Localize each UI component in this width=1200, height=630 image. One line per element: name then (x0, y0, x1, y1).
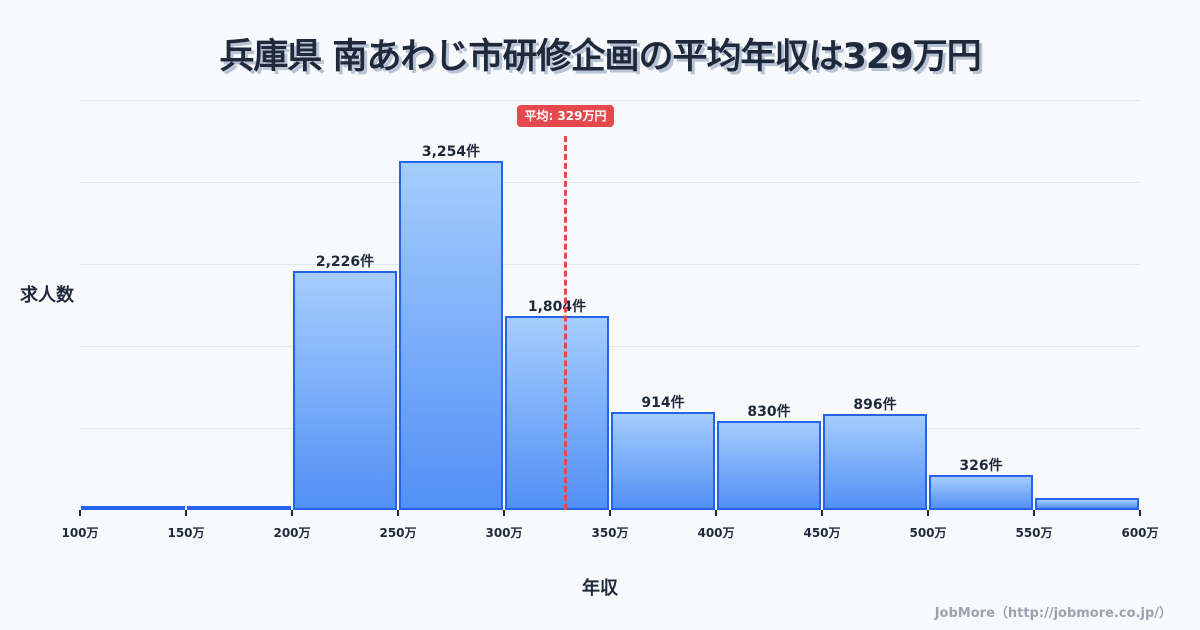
x-tick-label: 550万 (1015, 526, 1053, 540)
bar-value-label: 2,226件 (315, 254, 375, 271)
x-tick-label: 350万 (591, 526, 629, 540)
bar-value-label: 326件 (959, 458, 1003, 474)
histogram-bar (505, 316, 609, 510)
x-tick-mark (185, 510, 187, 516)
x-tick-label: 200万 (273, 526, 311, 540)
gridline (80, 182, 1140, 183)
histogram-bar (823, 413, 927, 510)
histogram-bar (293, 271, 397, 510)
gridline (80, 264, 1140, 265)
bar-value-label: 914件 (641, 394, 685, 411)
x-tick-mark (927, 510, 929, 516)
x-tick-label: 450万 (803, 526, 841, 540)
histogram-bar (187, 505, 291, 510)
x-tick-mark (609, 510, 611, 516)
x-tick-mark (503, 510, 505, 516)
x-tick-mark (79, 510, 81, 516)
x-tick-label: 500万 (909, 526, 947, 540)
gridline (80, 346, 1140, 347)
gridline (80, 100, 1140, 101)
plot-area (79, 100, 1141, 516)
mean-line (564, 136, 568, 510)
mean-badge: 平均: 329万円 (517, 105, 614, 127)
histogram-bar (611, 411, 715, 510)
x-tick-label: 100万 (61, 526, 99, 540)
x-tick-mark (291, 510, 293, 516)
x-tick-mark (715, 510, 717, 516)
histogram-bar (1035, 498, 1139, 510)
x-tick-label: 250万 (379, 526, 417, 540)
x-tick-mark (1033, 510, 1035, 516)
histogram-bar (717, 420, 821, 510)
bar-value-label: 830件 (747, 403, 791, 420)
bar-value-label: 3,254件 (421, 143, 481, 160)
x-tick-label: 600万 (1121, 526, 1159, 540)
chart-title: 兵庫県 南あわじ市研修企画の平均年収は329万円 (219, 37, 981, 77)
x-tick-mark (397, 510, 399, 516)
bar-value-label: 896件 (853, 396, 897, 413)
histogram-bar (399, 160, 503, 510)
credit-text: JobMore（http://jobmore.co.jp/） (934, 606, 1172, 621)
x-tick-label: 150万 (167, 526, 205, 540)
gridline (80, 428, 1140, 429)
x-tick-mark (1139, 510, 1141, 516)
bar-value-label: 1,804件 (527, 299, 587, 316)
x-tick-mark (821, 510, 823, 516)
x-tick-label: 400万 (697, 526, 735, 540)
y-axis-label: 求人数 (20, 285, 74, 306)
histogram-bar (929, 475, 1033, 510)
histogram-bar (81, 506, 185, 510)
x-axis-label: 年収 (582, 578, 618, 599)
x-tick-label: 300万 (485, 526, 523, 540)
